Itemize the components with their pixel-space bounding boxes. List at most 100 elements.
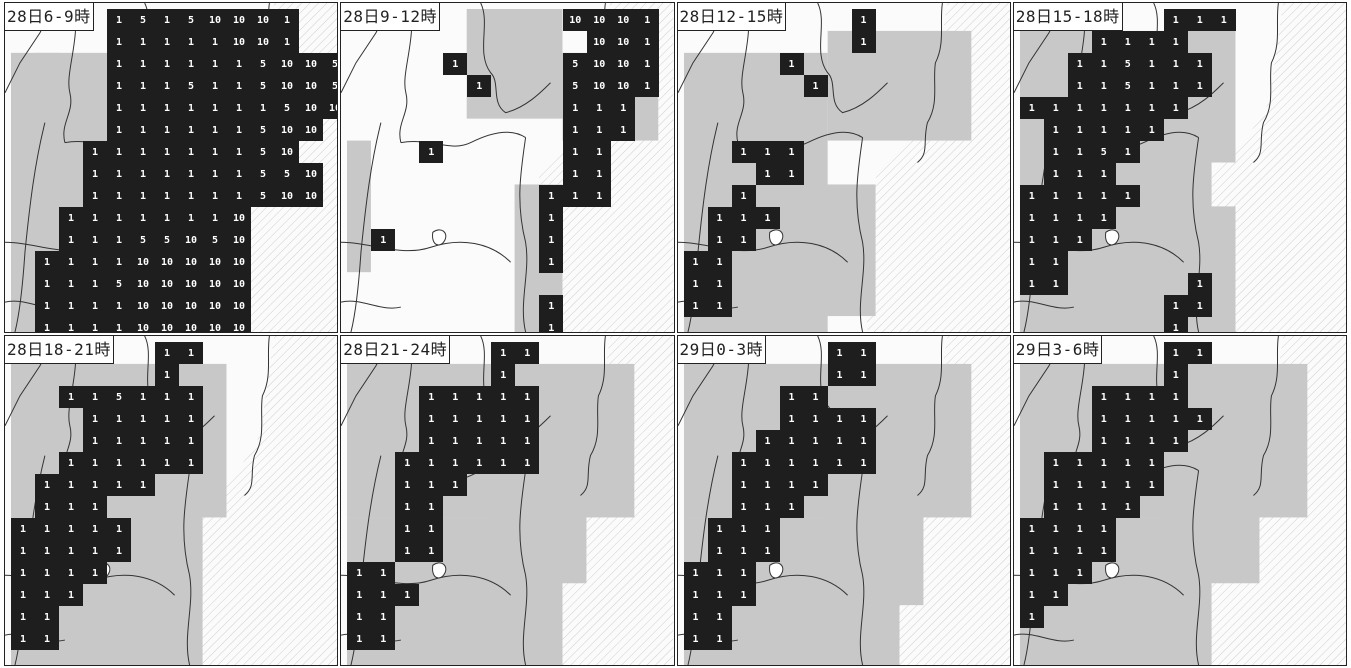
light-precip-area [827,473,923,606]
snowfall-cell: 1 [131,430,155,452]
snowfall-cell: 1 [347,628,372,650]
snowfall-cell: 1 [491,452,516,474]
snowfall-cell: 1 [1115,496,1140,518]
snowfall-cell: 1 [107,229,131,251]
boundary-line [341,241,512,263]
snowfall-cell: 10 [203,9,227,31]
sea-area [865,3,1010,332]
snowfall-cell: 1 [131,97,155,119]
snowfall-cell: 1 [443,408,468,430]
snowfall-cell: 1 [563,119,588,141]
snowfall-cell: 1 [1163,364,1188,386]
snowfall-cell: 1 [1091,163,1116,185]
snowfall-cell: 10 [227,207,251,229]
snowfall-cell: 1 [35,606,59,628]
snowfall-cell: 1 [779,430,804,452]
snowfall-cell: 1 [59,452,83,474]
snowfall-cell: 1 [179,31,203,53]
snowfall-cell: 5 [323,53,338,75]
snowfall-cell: 1 [203,97,227,119]
snowfall-cell: 1 [227,163,251,185]
snowfall-cell: 1 [443,386,468,408]
snowfall-cell: 1 [443,452,468,474]
snowfall-cell: 1 [35,496,59,518]
snowfall-cell: 1 [179,53,203,75]
snowfall-cell: 10 [587,9,612,31]
snowfall-cell: 5 [1115,75,1140,97]
snowfall-cell: 1 [683,273,708,295]
boundary-line [1013,300,1074,309]
snowfall-cell: 1 [1139,408,1164,430]
snowfall-cell: 1 [851,342,876,364]
snowfall-cell: 1 [83,430,107,452]
snowfall-cell: 1 [347,606,372,628]
snowfall-cell: 1 [35,518,59,540]
snowfall-cell: 5 [251,75,275,97]
snowfall-cell: 1 [83,452,107,474]
snowfall-cell: 1 [1187,342,1212,364]
snowfall-cell: 1 [35,628,59,650]
snowfall-cell: 10 [299,53,323,75]
snowfall-cell: 1 [683,251,708,273]
snowfall-cell: 1 [419,452,444,474]
snowfall-cell: 1 [131,408,155,430]
snowfall-cell: 5 [275,163,299,185]
snowfall-cell: 10 [251,9,275,31]
snowfall-cell: 1 [491,430,516,452]
snowfall-cell: 1 [155,141,179,163]
snowfall-cell: 10 [227,295,251,317]
map-panel-grid: 1 5 1 5 10 10 10 1 1 1 1 1 1 10 10 1 1 1 1 1 1 1 5 10 10 5 1 1 1 5 1 1 5… [4,2,1347,666]
snowfall-cell: 1 [563,141,588,163]
snowfall-cell: 1 [1187,75,1212,97]
snowfall-cell: 1 [515,430,540,452]
snowfall-cell: 1 [35,562,59,584]
snowfall-cell: 5 [1091,141,1116,163]
snowfall-cell: 1 [155,97,179,119]
snowfall-cell: 1 [731,185,756,207]
snowfall-cell: 1 [347,584,372,606]
snowfall-cell: 1 [35,295,59,317]
snowfall-cell: 1 [1163,53,1188,75]
snowfall-cell: 1 [1091,75,1116,97]
snowfall-cell: 1 [1091,452,1116,474]
snowfall-cell: 1 [1067,185,1092,207]
snowfall-cell: 1 [827,430,852,452]
snowfall-cell: 1 [1091,97,1116,119]
snowfall-cell: 1 [179,185,203,207]
snowfall-cell: 10 [203,295,227,317]
boundary-line [519,137,528,332]
snowfall-cell: 5 [323,75,338,97]
snowfall-cell: 5 [251,163,275,185]
boundary-line [580,336,607,496]
snowfall-cell: 1 [371,584,396,606]
snowfall-cells: 10 10 10 1 10 10 1 5 10 10 1 5 10 10 1 1 1 1 1 1 1 1 1 1 1 1 1 1 1 1 1… [341,3,673,332]
snowfall-cell: 1 [419,141,444,163]
snowfall-cell: 1 [251,97,275,119]
snowfall-cell: 10 [155,317,179,332]
snowfall-cell: 10 [227,9,251,31]
snowfall-cell: 1 [35,584,59,606]
snowfall-cell: 1 [1115,430,1140,452]
snowfall-cell: 1 [107,9,131,31]
boundary-line [183,470,192,665]
snowfall-cell: 1 [1139,119,1164,141]
light-precip-area [10,118,35,332]
snowfall-cell: 10 [611,9,636,31]
snowfall-cell: 1 [179,430,203,452]
snowfall-cell: 1 [11,518,35,540]
boundary-line [916,336,943,496]
snowfall-cell: 1 [851,9,876,31]
snowfall-cell: 1 [59,562,83,584]
snowfall-cell: 1 [419,430,444,452]
snowfall-cell: 1 [539,295,564,317]
snowfall-cell: 1 [731,452,756,474]
snowfall-cell: 1 [587,97,612,119]
snowfall-cell: 1 [707,562,732,584]
snowfall-cell: 1 [1067,53,1092,75]
snowfall-cell: 1 [587,119,612,141]
snowfall-cell: 1 [491,408,516,430]
snowfall-cell: 1 [59,386,83,408]
